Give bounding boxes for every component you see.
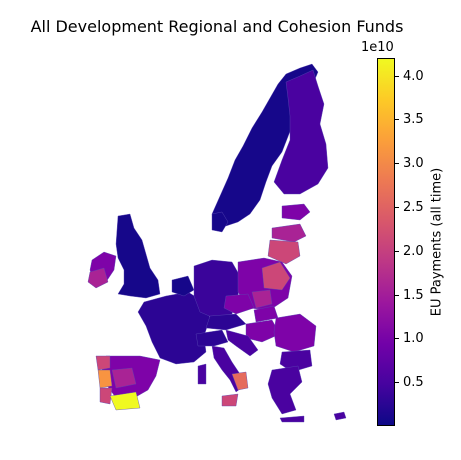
region-portugal-south [99,387,113,405]
colorbar-tick [395,338,399,339]
colorbar-offset: 1e10 [361,40,394,55]
colorbar-tick-label: 2.0 [403,244,424,259]
region-latvia [271,223,307,243]
region-ireland-west [87,267,109,289]
region-cyprus [333,411,347,421]
region-estonia [281,203,311,221]
colorbar-tick [395,207,399,208]
region-portugal-north [97,369,113,389]
colorbar-tick-label: 3.0 [403,156,424,171]
region-sicily [221,393,239,407]
region-italy-north [195,329,229,347]
colorbar-tick [395,382,399,383]
region-czechia [223,293,255,315]
region-poland-east [261,261,291,291]
colorbar-tick-label: 1.0 [403,331,424,346]
region-france [137,291,211,365]
colorbar-tick-label: 4.0 [403,69,424,84]
colorbar-tick-label: 3.5 [403,112,424,127]
region-calabria [231,371,249,391]
region-denmark [211,211,229,233]
region-poland-south [251,289,273,309]
region-romania [273,313,317,353]
region-lithuania [267,239,301,265]
colorbar-tick [395,251,399,252]
region-austria [205,313,247,331]
region-andalusia [109,391,141,411]
region-sardinia [197,363,207,385]
colorbar-label: EU Payments (all time) [429,167,445,317]
region-greece [267,365,303,415]
colorbar-tick [395,295,399,296]
region-galicia [95,355,111,371]
region-finland [273,69,329,195]
colorbar-tick-label: 1.5 [403,288,424,303]
colorbar-tick [395,76,399,77]
region-uk [115,213,161,299]
region-castilla [111,367,137,389]
colorbar-tick-label: 2.5 [403,200,424,215]
colorbar-tick [395,119,399,120]
colorbar-tick [395,163,399,164]
region-slovenia-croatia [225,329,259,357]
page-title: All Development Regional and Cohesion Fu… [30,17,404,36]
region-benelux [171,275,195,297]
colorbar [377,58,395,426]
region-crete [279,415,305,423]
region-bulgaria [279,349,313,373]
colorbar-tick-label: 0.5 [403,375,424,390]
